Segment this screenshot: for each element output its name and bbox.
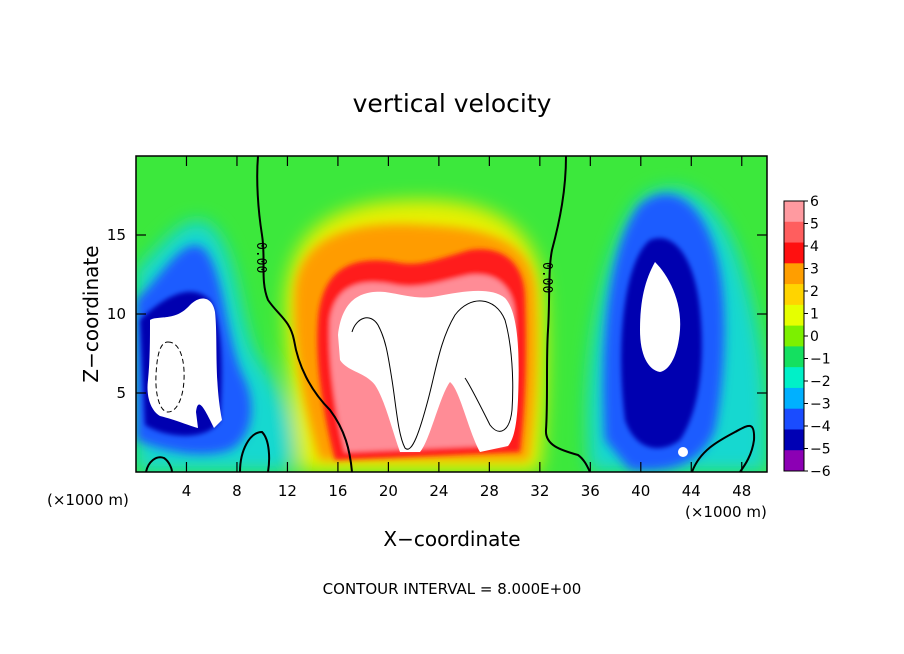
colorbar-label: −6 [810, 464, 831, 480]
colorbar-swatch [784, 450, 804, 472]
colorbar-swatch [784, 429, 804, 451]
core-left-white [147, 298, 222, 428]
colorbar-label: −1 [810, 352, 831, 368]
colorbar-label: 5 [810, 217, 819, 233]
velocity-field [136, 156, 767, 472]
colorbar-label: 2 [810, 284, 819, 300]
colorbar-swatch [784, 387, 804, 410]
chart-title: vertical velocity [353, 89, 552, 118]
x-tick-label: 12 [278, 482, 297, 500]
contour-lines [145, 156, 756, 472]
x-tick-label: 36 [581, 482, 600, 500]
colorbar-swatch [784, 325, 804, 347]
y-tick-label: 10 [107, 305, 126, 323]
x-tick-label: 20 [379, 482, 398, 500]
colorbar-label: 1 [810, 307, 819, 323]
colorbar-swatch [784, 408, 804, 430]
zero-contour-left [256, 156, 353, 472]
x-axis-ticks: 4 8 12 16 20 24 28 32 36 40 44 48 [182, 156, 751, 500]
x-tick-label: 44 [682, 482, 701, 500]
x-tick-label: 28 [480, 482, 499, 500]
colorbar-label: −4 [810, 419, 831, 435]
x-axis-label: X−coordinate [383, 527, 520, 551]
zero-contour-bottom-mid [239, 430, 271, 472]
x-unit-left: (×1000 m) [47, 491, 129, 509]
x-tick-label: 8 [232, 482, 242, 500]
x-tick-label: 24 [429, 482, 448, 500]
colorbar-label: 3 [810, 262, 819, 278]
colorbar-label: −5 [810, 442, 831, 458]
colorbar-swatch [784, 284, 804, 306]
core-right-white [640, 262, 681, 372]
colorbar-label: −2 [810, 374, 831, 390]
zero-contour-right [544, 156, 591, 472]
x-tick-label: 16 [328, 482, 347, 500]
positive-contour-center [351, 300, 514, 450]
negative-contour-left [155, 341, 185, 413]
colorbar-swatch [784, 346, 804, 368]
x-tick-label: 48 [732, 482, 751, 500]
x-unit-right: (×1000 m) [685, 503, 767, 521]
colorbar-label: 6 [810, 194, 819, 210]
colorbar-label: −3 [810, 397, 831, 413]
x-tick-label: 32 [530, 482, 549, 500]
small-white-spot [678, 447, 688, 457]
y-axis-label: Z−coordinate [79, 245, 103, 382]
contour-label-left: 0.00 [253, 242, 268, 273]
colorbar-swatch [784, 242, 804, 264]
colorbar-swatch [784, 221, 804, 244]
contour-interval-note: CONTOUR INTERVAL = 8.000E+00 [323, 580, 582, 598]
zero-contour-bottom-right [691, 424, 756, 472]
colorbar-label: 0 [810, 329, 819, 345]
contour-label-right: 0.00 [539, 262, 554, 293]
y-axis-ticks: 5 10 15 [107, 226, 767, 402]
core-center-white [338, 290, 519, 452]
x-tick-label: 40 [631, 482, 650, 500]
colorbar-swatch [784, 367, 804, 389]
colorbar-swatch [784, 263, 804, 285]
y-tick-label: 5 [116, 384, 126, 402]
y-tick-label: 15 [107, 226, 126, 244]
colorbar-label: 4 [810, 239, 819, 255]
zero-contour-bottom-left [145, 456, 173, 472]
colorbar: 6 5 4 3 2 1 0 −1 −2 −3 −4 −5 −6 [783, 194, 831, 480]
colorbar-swatch [784, 201, 804, 223]
x-tick-label: 4 [182, 482, 192, 500]
colorbar-swatch [784, 304, 804, 327]
